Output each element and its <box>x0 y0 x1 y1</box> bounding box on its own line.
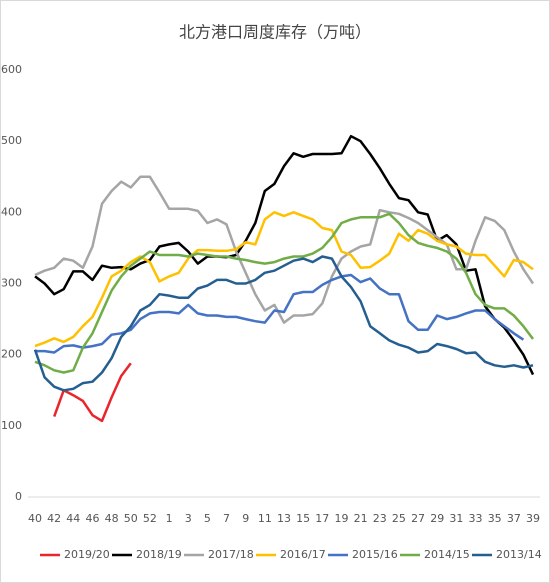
series-line <box>34 134 535 376</box>
x-tick-label: 46 <box>85 512 99 525</box>
chart-title: 北方港口周度库存（万吨） <box>179 23 371 42</box>
legend-label: 2019/20 <box>64 548 110 561</box>
x-tick-label: 52 <box>143 512 157 525</box>
y-tick-label: 400 <box>1 205 22 218</box>
series-line <box>34 211 534 348</box>
x-tick-label: 39 <box>526 512 540 525</box>
x-tick-label: 19 <box>334 512 348 525</box>
x-tick-label: 25 <box>392 512 406 525</box>
x-tick-label: 3 <box>185 512 192 525</box>
x-tick-label: 33 <box>469 512 483 525</box>
legend-label: 2014/15 <box>424 548 470 561</box>
series-line <box>53 362 132 423</box>
x-tick-label: 35 <box>488 512 502 525</box>
x-tick-label: 13 <box>277 512 291 525</box>
x-tick-label: 5 <box>204 512 211 525</box>
x-tick-label: 37 <box>507 512 521 525</box>
legend-label: 2013/14 <box>496 548 542 561</box>
x-tick-label: 7 <box>223 512 230 525</box>
series-line <box>35 273 525 354</box>
x-tick-label: 42 <box>47 512 61 525</box>
x-tick-label: 23 <box>373 512 387 525</box>
y-tick-label: 600 <box>1 63 22 76</box>
legend-label: 2018/19 <box>136 548 182 561</box>
x-tick-label: 29 <box>430 512 444 525</box>
x-tick-label: 9 <box>242 512 249 525</box>
y-tick-label: 200 <box>1 348 22 361</box>
series-line <box>33 255 534 392</box>
x-tick-label: 40 <box>28 512 42 525</box>
series-line <box>34 212 534 374</box>
x-tick-label: 31 <box>449 512 463 525</box>
y-tick-label: 300 <box>1 277 22 290</box>
y-tick-label: 100 <box>1 419 22 432</box>
x-tick-label: 1 <box>166 512 173 525</box>
x-tick-label: 17 <box>315 512 329 525</box>
x-tick-label: 21 <box>354 512 368 525</box>
x-tick-label: 44 <box>66 512 80 525</box>
legend-label: 2017/18 <box>208 548 254 561</box>
legend-label: 2016/17 <box>280 548 326 561</box>
x-tick-label: 15 <box>296 512 310 525</box>
legend-label: 2015/16 <box>352 548 398 561</box>
x-tick-label: 50 <box>124 512 138 525</box>
x-tick-label: 27 <box>411 512 425 525</box>
x-tick-label: 48 <box>105 512 119 525</box>
x-tick-label: 11 <box>258 512 272 525</box>
y-tick-label: 500 <box>1 134 22 147</box>
y-tick-label: 0 <box>15 490 22 503</box>
